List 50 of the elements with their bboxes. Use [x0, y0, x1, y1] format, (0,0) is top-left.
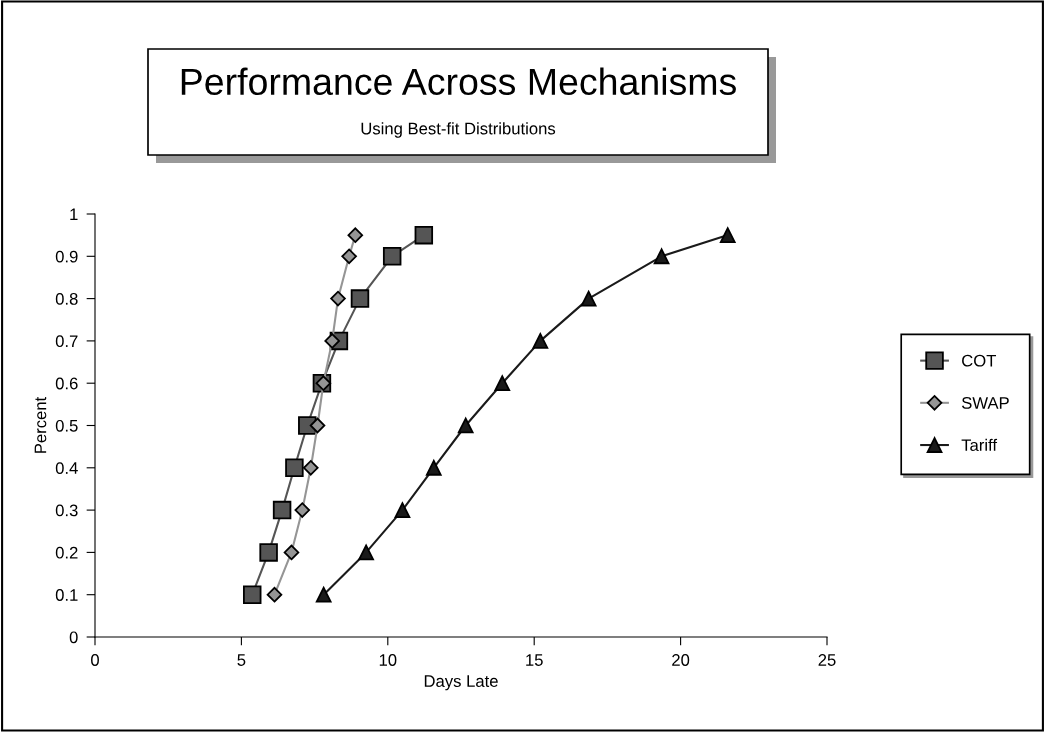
- point: [315, 586, 332, 603]
- y-tick-label: 0.8: [55, 293, 78, 305]
- point: [347, 227, 364, 243]
- y-tick-label: 0.7: [55, 335, 78, 348]
- point: [719, 227, 736, 243]
- point: [283, 544, 300, 561]
- point: [341, 248, 357, 265]
- point: [303, 460, 319, 476]
- point: [272, 500, 292, 520]
- point: [494, 375, 511, 392]
- point: [266, 586, 283, 603]
- point: [285, 458, 304, 478]
- point: [309, 417, 326, 434]
- point: [350, 289, 370, 308]
- point: [394, 502, 411, 518]
- point: [259, 543, 278, 562]
- point: [242, 585, 262, 604]
- y-tick-label: 0.4: [55, 462, 78, 474]
- point: [324, 333, 340, 349]
- x-axis-title: Days Late: [424, 675, 498, 691]
- x-tick-label: 20: [672, 654, 690, 666]
- chart-title: Performance Across Mechanisms: [181, 67, 736, 96]
- point: [358, 544, 374, 561]
- y-tick-label: 0.2: [55, 546, 78, 559]
- point: [330, 290, 346, 307]
- point: [580, 290, 597, 307]
- point: [653, 248, 670, 265]
- y-axis-title: Percent: [34, 396, 47, 453]
- x-tick-label: 0: [91, 654, 99, 666]
- legend-label: SWAP: [961, 397, 1009, 409]
- x-tick-label: 10: [379, 654, 397, 666]
- y-tick-label: 0: [69, 631, 78, 644]
- y-tick-label: 0.5: [55, 419, 78, 432]
- x-tick-label: 15: [526, 654, 543, 666]
- chart-subtitle: Using Best-fit Distributions: [361, 122, 556, 138]
- y-tick-label: 0.3: [55, 504, 78, 517]
- y-tick-label: 0.9: [55, 250, 78, 263]
- point: [532, 333, 549, 349]
- point: [457, 417, 474, 434]
- x-tick-label: 25: [818, 654, 836, 666]
- point: [294, 502, 311, 518]
- x-tick-label: 5: [237, 654, 246, 666]
- y-tick-label: 1: [70, 208, 78, 221]
- point: [425, 459, 442, 476]
- y-tick-label: 0.1: [55, 589, 78, 601]
- y-tick-label: 0.6: [55, 377, 78, 390]
- point: [414, 225, 434, 245]
- point: [382, 247, 402, 266]
- legend-label: COT: [962, 354, 997, 367]
- legend-label: Tariff: [961, 438, 998, 452]
